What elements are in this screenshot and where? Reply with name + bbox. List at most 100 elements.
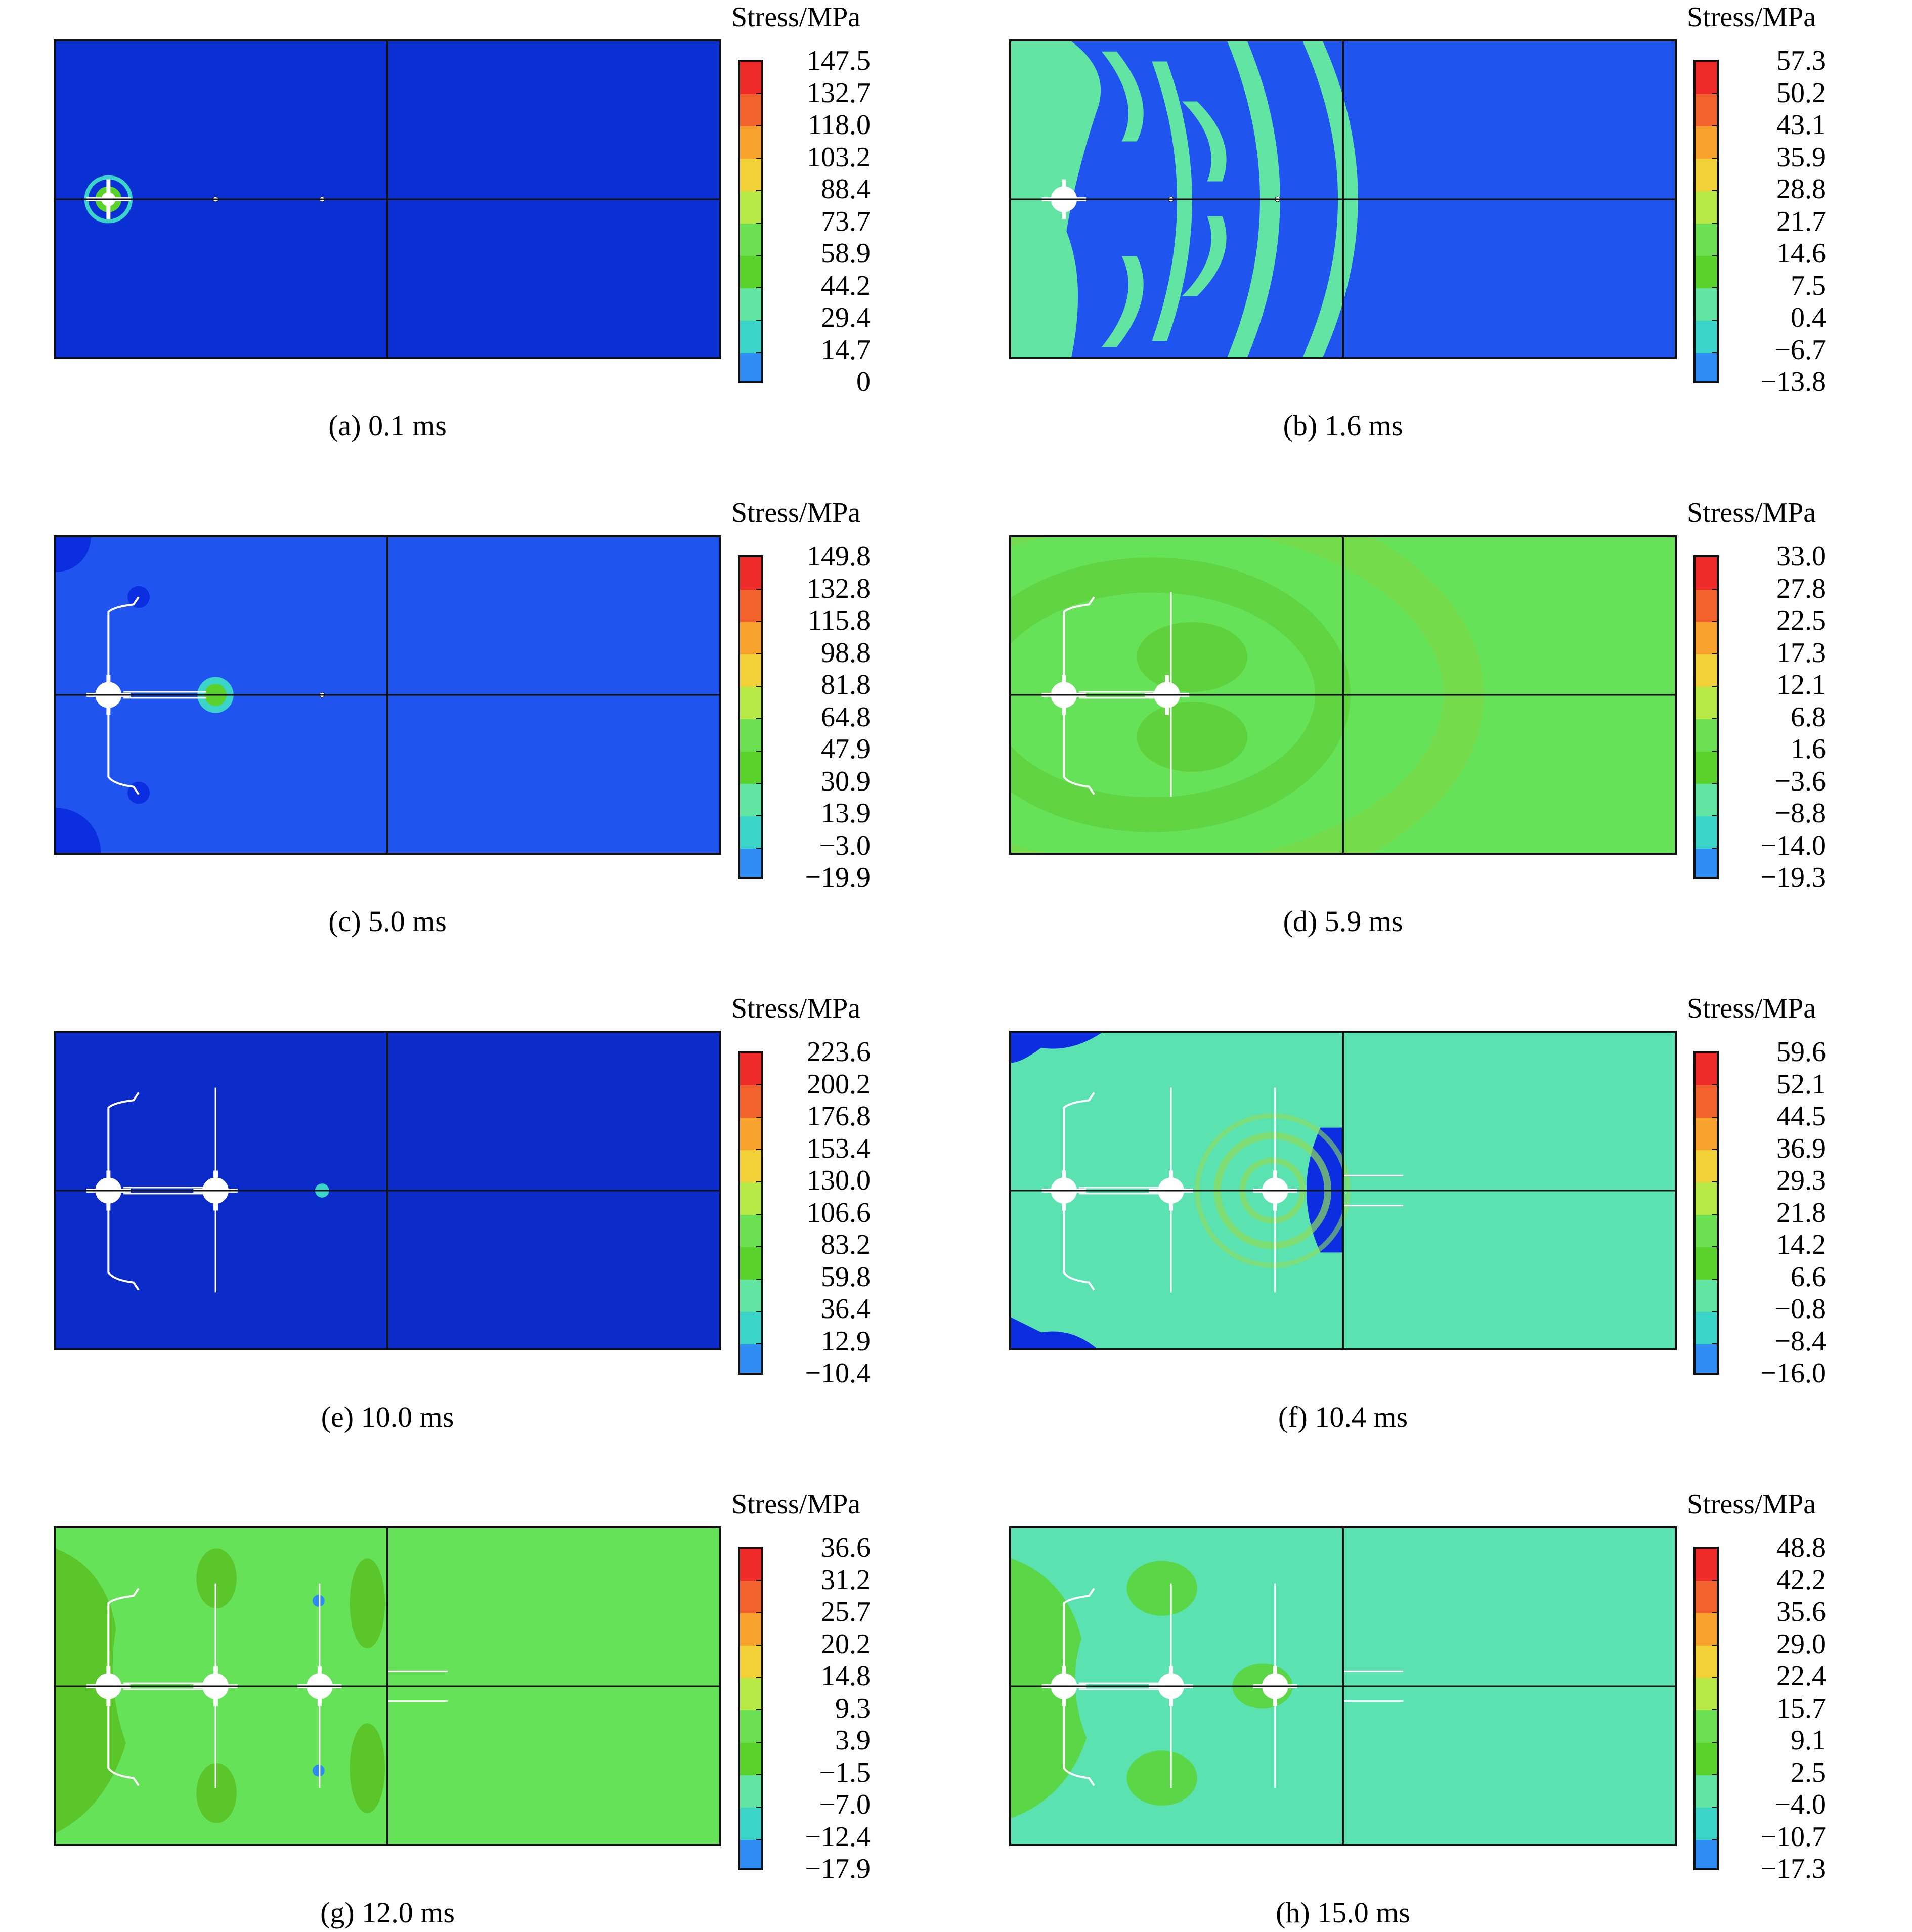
- colorbar-segment: [1696, 1581, 1717, 1613]
- colorbar-segment: [740, 654, 761, 687]
- colorbar-tick: [1712, 1677, 1717, 1679]
- colorbar-labels: 48.8 42.2 35.6 29.0 22.4 15.7 9.1 2.5 −4.0 −10.7−…: [1725, 1487, 1826, 1892]
- colorbar-segment: [1696, 256, 1717, 288]
- colorbar-segment: [740, 1215, 761, 1247]
- colorbar-tick: [1712, 815, 1717, 817]
- colorbar-tick: [756, 1807, 761, 1808]
- stress-contour-plot: [1009, 535, 1677, 855]
- colorbar-segment: [1696, 288, 1717, 321]
- colorbar-labels: 59.6 52.1 44.5 36.9 29.3 21.8 14.2 6.6 −0.8 −8.4−…: [1725, 991, 1826, 1396]
- colorbar-label: 7.5: [1791, 270, 1826, 301]
- colorbar-label: −4.0: [1774, 1789, 1826, 1820]
- contour-svg: [1011, 537, 1675, 853]
- colorbar-segment: [740, 94, 761, 126]
- colorbar-tick: [1712, 223, 1717, 224]
- colorbar-segment: [1696, 1312, 1717, 1344]
- colorbar: [1693, 1547, 1719, 1870]
- colorbar-label: 0.4: [1791, 302, 1826, 333]
- colorbar-tick: [1712, 589, 1717, 590]
- colorbar-label: 48.8: [1776, 1532, 1826, 1563]
- colorbar-tick: [756, 1343, 761, 1345]
- colorbar-label: 29.3: [1776, 1165, 1826, 1196]
- colorbar-segment: [1696, 224, 1717, 256]
- colorbar-segment: [1696, 1182, 1717, 1215]
- colorbar-tick: [1712, 93, 1717, 95]
- colorbar-tick: [756, 1084, 761, 1086]
- panel-caption: (a) 0.1 ms: [328, 409, 447, 442]
- colorbar-unit-title: Stress/MPa: [1687, 497, 1816, 529]
- colorbar-labels: 33.0 27.8 22.5 17.3 12.1 6.8 1.6 −3.6 −8.8 −14.0−…: [1725, 496, 1826, 900]
- colorbar-label: 88.4: [821, 173, 871, 205]
- colorbar-label: 20.2: [821, 1628, 871, 1660]
- colorbar-segment: [740, 719, 761, 752]
- colorbar-segment: [740, 288, 761, 321]
- colorbar-segment: [1696, 1549, 1717, 1581]
- colorbar-tick: [1712, 621, 1717, 623]
- colorbar-tick: [756, 589, 761, 590]
- stress-field: [56, 537, 719, 853]
- colorbar-label: 17.3: [1776, 637, 1826, 669]
- colorbar-segment: [1696, 1247, 1717, 1280]
- colorbar-label: 21.8: [1776, 1197, 1826, 1228]
- colorbar-segment: [740, 1710, 761, 1743]
- colorbar-unit-title: Stress/MPa: [731, 497, 861, 529]
- colorbar-label: 36.9: [1776, 1132, 1826, 1164]
- colorbar-segment: [740, 1840, 761, 1868]
- colorbar-label: 52.1: [1776, 1068, 1826, 1100]
- colorbar-segment: [1696, 94, 1717, 126]
- colorbar-label: 223.6: [807, 1036, 871, 1068]
- colorbar-segment: [740, 816, 761, 849]
- colorbar: [738, 555, 763, 879]
- colorbar-label: 59.8: [821, 1261, 871, 1293]
- stress-contour-plot: [1009, 1526, 1677, 1846]
- colorbar-label: 50.2: [1776, 77, 1826, 109]
- colorbar-segment: [740, 1312, 761, 1344]
- panel-d: Stress/MPa 33.0 27.8 22.5 17.3 12.1 6.8 1.6 −3.6…: [979, 496, 1826, 941]
- colorbar-segment: [740, 256, 761, 288]
- colorbar-segment: [740, 1678, 761, 1710]
- colorbar-label: 14.6: [1776, 238, 1826, 269]
- colorbar-label: 98.8: [821, 637, 871, 669]
- stress-contour-plot: [54, 39, 721, 359]
- colorbar-segment: [740, 1581, 761, 1613]
- colorbar: [1693, 60, 1719, 383]
- colorbar-tick: [1712, 1311, 1717, 1312]
- colorbar-segment: [1696, 590, 1717, 622]
- colorbar-segment: [1696, 784, 1717, 816]
- stress-contour-plot: [54, 535, 721, 855]
- colorbar-tick: [756, 751, 761, 752]
- colorbar-tick: [1712, 255, 1717, 256]
- colorbar-label: 200.2: [807, 1068, 871, 1100]
- colorbar-unit-title: Stress/MPa: [731, 2, 861, 33]
- colorbar-label: −12.4: [805, 1821, 871, 1853]
- colorbar-tick: [756, 1311, 761, 1312]
- colorbar-tick: [756, 1612, 761, 1614]
- colorbar-tick: [756, 1214, 761, 1215]
- colorbar-segment: [1696, 654, 1717, 687]
- colorbar-label: −7.0: [819, 1789, 871, 1820]
- colorbar-label: 130.0: [807, 1165, 871, 1196]
- colorbar-segment: [740, 1646, 761, 1678]
- colorbar-tick: [1712, 190, 1717, 192]
- colorbar-tick: [756, 1149, 761, 1151]
- colorbar-label: −10.7: [1760, 1821, 1826, 1853]
- contour-svg: [1011, 1033, 1675, 1348]
- colorbar-label: 115.8: [808, 605, 871, 636]
- colorbar-label: −3.0: [819, 829, 871, 861]
- colorbar-segment: [1696, 159, 1717, 191]
- colorbar-segment: [740, 353, 761, 381]
- stress-contour-plot: [54, 1526, 721, 1846]
- colorbar-tick: [1712, 1279, 1717, 1280]
- colorbar-label: 31.2: [821, 1564, 871, 1596]
- colorbar-segment: [740, 687, 761, 719]
- colorbar-tick: [1712, 352, 1717, 354]
- colorbar-segment: [740, 1150, 761, 1182]
- contour-svg: [1011, 1528, 1675, 1844]
- colorbar-tick: [756, 718, 761, 720]
- colorbar-segment: [740, 1808, 761, 1840]
- colorbar-tick: [756, 1839, 761, 1840]
- colorbar-segment: [740, 1053, 761, 1085]
- colorbar-segment: [1696, 1678, 1717, 1710]
- colorbar-label: 15.7: [1776, 1692, 1826, 1724]
- colorbar-tick: [1712, 1084, 1717, 1086]
